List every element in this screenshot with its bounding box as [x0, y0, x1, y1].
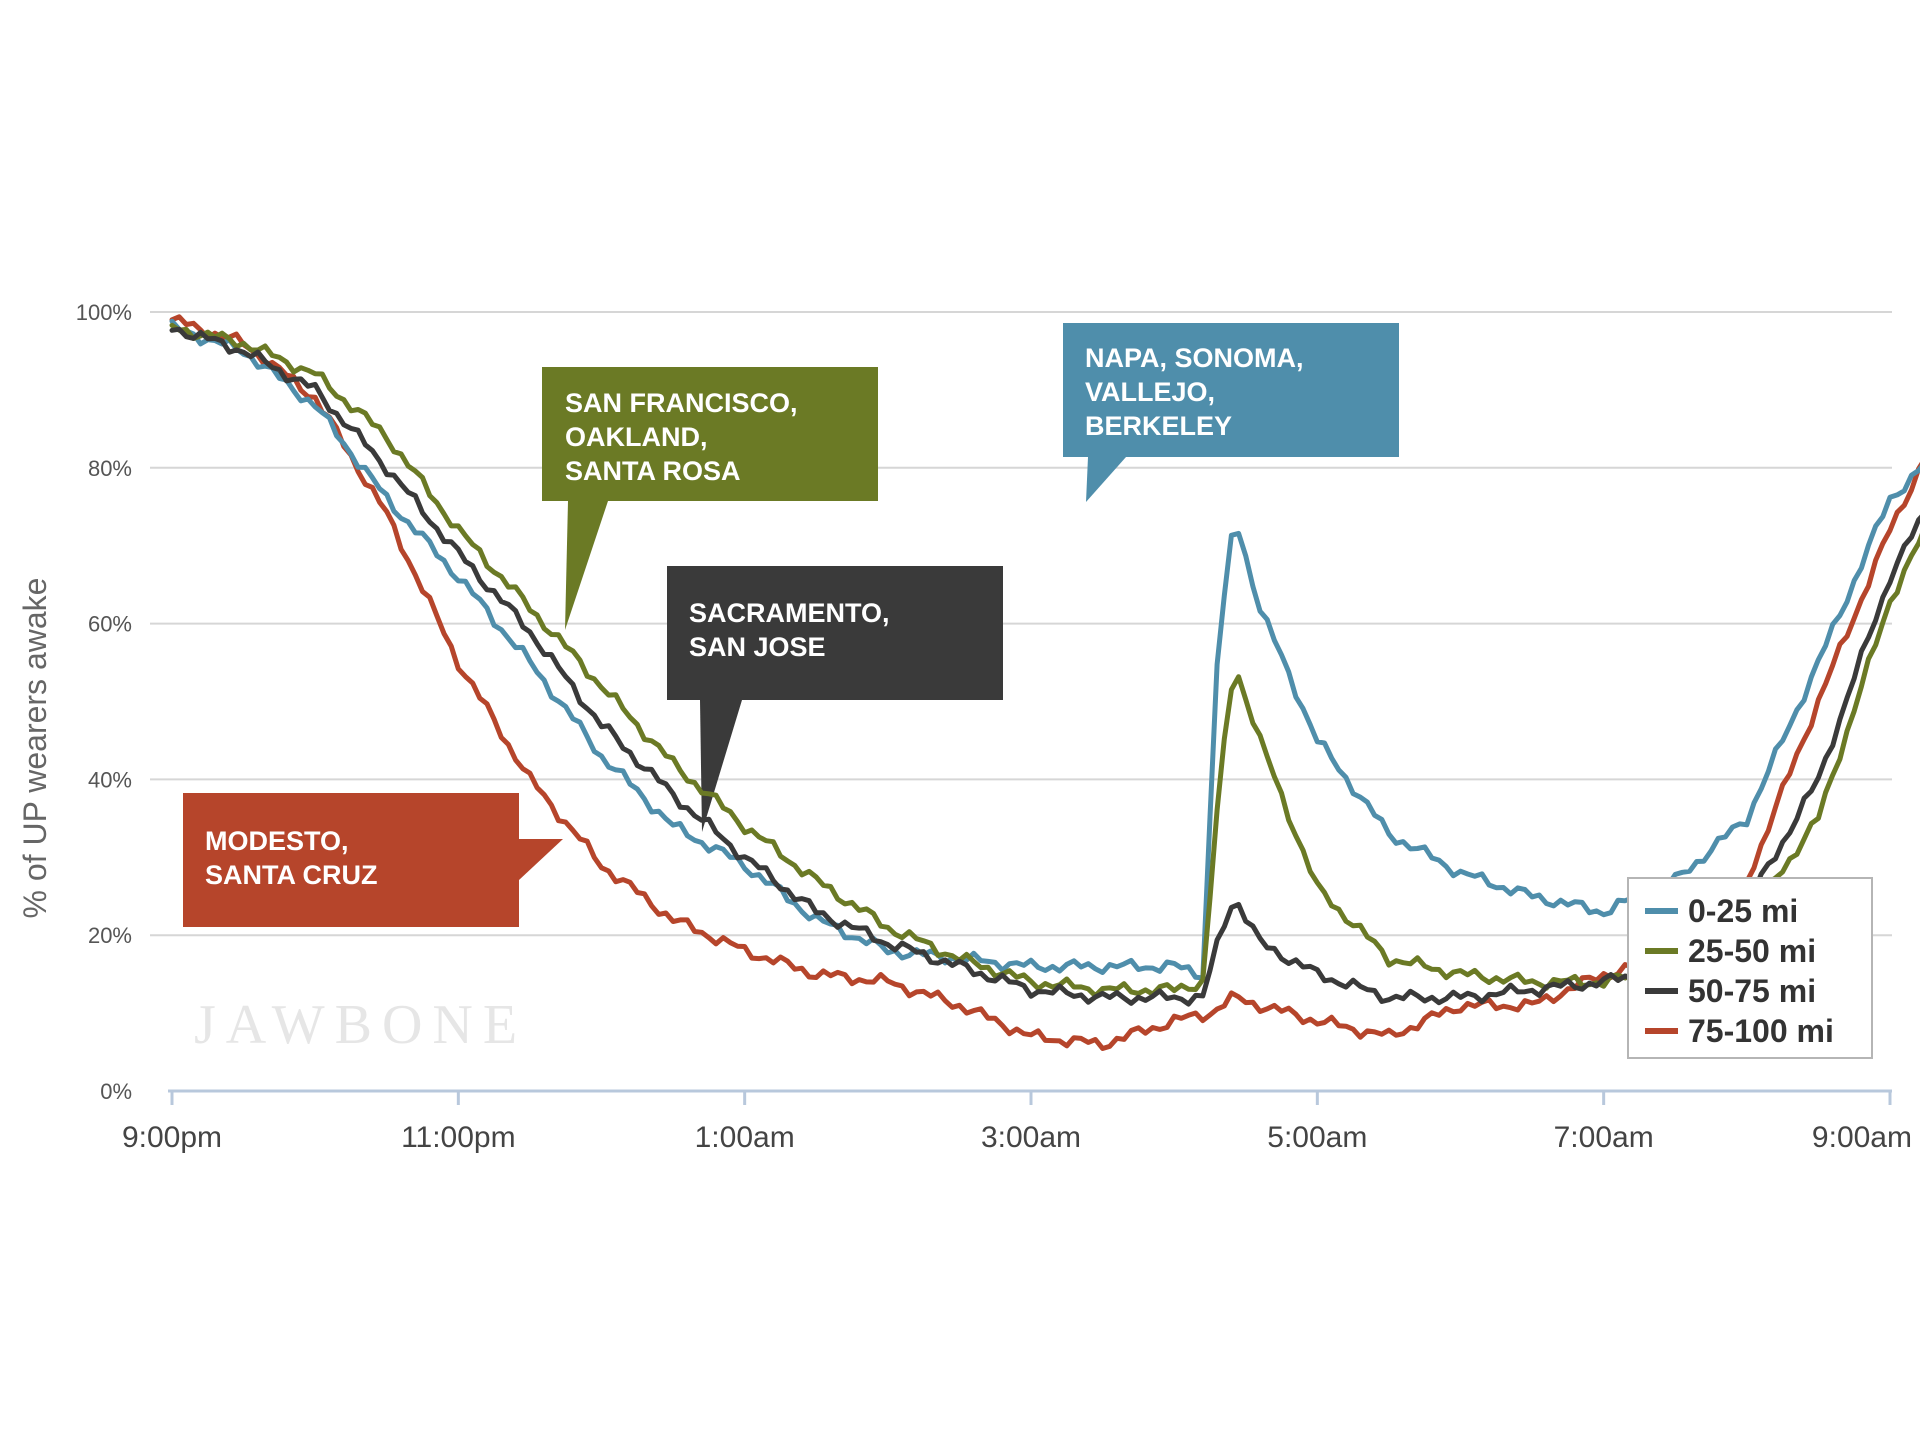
x-tick-label: 9:00pm — [122, 1121, 222, 1154]
y-tick-label: 60% — [88, 612, 132, 637]
callout-pointer — [1086, 457, 1126, 502]
x-tick-label: 7:00am — [1554, 1121, 1654, 1154]
jawbone-watermark: JAWBONE — [194, 994, 527, 1056]
callout-box — [1063, 323, 1399, 457]
callout-label: VALLEJO, — [1085, 377, 1215, 407]
y-tick-label: 20% — [88, 923, 132, 948]
legend-label: 50-75 mi — [1688, 973, 1816, 1009]
callout-label: MODESTO, — [205, 826, 349, 856]
callout-label: NAPA, SONOMA, — [1085, 343, 1304, 373]
x-tick-label: 9:00am — [1812, 1121, 1912, 1154]
y-axis-label: % of UP wearers awake — [17, 578, 53, 919]
x-tick-label: 11:00pm — [401, 1121, 516, 1154]
callout-label: OAKLAND, — [565, 422, 708, 452]
x-tick-label: 3:00am — [981, 1121, 1081, 1154]
legend-label: 0-25 mi — [1688, 893, 1798, 929]
callout-pointer — [519, 839, 563, 880]
legend: 0-25 mi 25-50 mi 50-75 mi 75-100 mi — [1627, 877, 1873, 1059]
callout-modesto: MODESTO, SANTA CRUZ — [183, 793, 563, 927]
callout-label: SACRAMENTO, — [689, 598, 890, 628]
y-tick-label: 80% — [88, 456, 132, 481]
callout-napa: NAPA, SONOMA, VALLEJO, BERKELEY — [1063, 323, 1399, 502]
callout-label: BERKELEY — [1085, 411, 1232, 441]
callout-box — [542, 367, 878, 501]
callout-pointer — [700, 700, 742, 832]
x-tick-label: 5:00am — [1267, 1121, 1367, 1154]
callouts: SAN FRANCISCO, OAKLAND, SANTA ROSA SACRAMEN… — [183, 323, 1399, 927]
legend-label: 75-100 mi — [1688, 1013, 1834, 1049]
callout-sac: SACRAMENTO, SAN JOSE — [667, 566, 1003, 832]
y-tick-label: 100% — [76, 300, 132, 325]
y-axis: 0% 20% 40% 60% 80% 100% — [76, 300, 132, 1104]
callout-box — [183, 793, 519, 927]
callout-box — [667, 566, 1003, 700]
callout-label: SAN FRANCISCO, — [565, 388, 798, 418]
x-tick-label: 1:00am — [695, 1121, 795, 1154]
callout-pointer — [565, 501, 608, 630]
callout-label: SANTA ROSA — [565, 456, 741, 486]
callout-label: SANTA CRUZ — [205, 860, 377, 890]
x-axis: 9:00pm 11:00pm 1:00am 3:00am 5:00am 7:00am 9:0… — [122, 1089, 1912, 1154]
legend-label: 25-50 mi — [1688, 933, 1816, 969]
callout-sf: SAN FRANCISCO, OAKLAND, SANTA ROSA — [542, 367, 878, 630]
y-tick-label: 40% — [88, 767, 132, 792]
y-tick-label: 0% — [100, 1079, 132, 1104]
callout-label: SAN JOSE — [689, 632, 826, 662]
